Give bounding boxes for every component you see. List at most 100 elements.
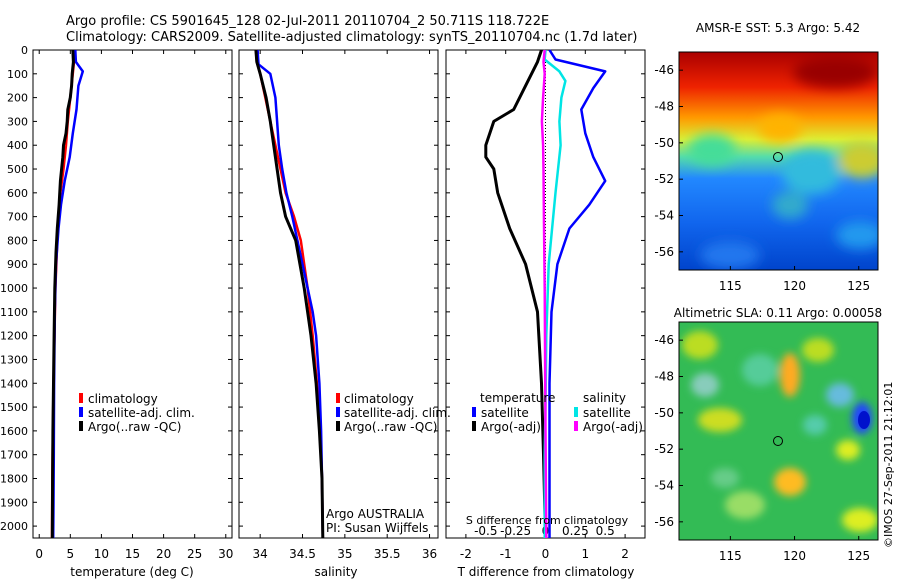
legend-swatch-climatology: [336, 393, 340, 403]
x2-tick-label: 0.25: [562, 524, 589, 538]
depth-tick-label: 1100: [0, 306, 28, 319]
sst-map-title: AMSR-E SST: 5.3 Argo: 5.42: [696, 21, 860, 35]
temperature-axes: [32, 49, 233, 539]
legend-swatch-satellite: [336, 407, 340, 417]
depth-tick-label: 100: [7, 68, 28, 81]
x-tick-label: 120: [783, 549, 806, 563]
depth-tick-label: 1900: [0, 496, 28, 509]
header-line1: Argo profile: CS 5901645_128 02-Jul-2011…: [66, 14, 549, 29]
sst-heatmap: [679, 52, 878, 270]
series-line-argo: [484, 49, 547, 539]
series-line-clim: [254, 49, 325, 539]
difference-xlabel: T difference from climatology: [457, 565, 635, 579]
argo-position-marker: [773, 152, 783, 162]
difference-legend: temperature salinity satellite Argo(-adj…: [472, 391, 643, 434]
imos-credit: ©IMOS 27-Sep-2011 21:12:01: [882, 382, 895, 548]
legend-label: satellite-adj. clim.: [88, 406, 195, 420]
depth-tick-label: 200: [7, 92, 28, 105]
depth-tick-label: 800: [7, 234, 28, 247]
y-tick-label: -50: [654, 136, 674, 150]
temperature-legend: climatology satellite-adj. clim. Argo(..…: [79, 392, 195, 434]
x2-tick-label: -0.25: [500, 524, 531, 538]
y-tick-label: -56: [654, 245, 674, 259]
x-tick-label: 35: [337, 547, 352, 561]
sla-map-frame: [678, 321, 879, 541]
depth-tick-label: 600: [7, 187, 28, 200]
legend-swatch-satellite: [79, 407, 83, 417]
depth-tick-label: 700: [7, 211, 28, 224]
pi-annotation: PI: Susan Wijffels: [326, 521, 428, 535]
sla-map-axes: 115 120 125 -46 -48 -50 -52 -54 -56: [654, 333, 870, 563]
sla-map-title: Altimetric SLA: 0.11 Argo: 0.00058: [674, 306, 882, 320]
argo-program-annotation: Argo AUSTRALIA: [326, 507, 425, 521]
x-tick-label: 1: [581, 547, 589, 561]
legend-swatch-argo: [336, 421, 340, 431]
y-tick-label: -48: [654, 100, 674, 114]
depth-tick-label: 1300: [0, 353, 28, 366]
legend-label: satellite: [583, 406, 631, 420]
x-tick-label: 34: [253, 547, 268, 561]
x-tick-label: 10: [94, 547, 109, 561]
y-tick-label: -54: [654, 209, 674, 223]
sla-heatmap: [679, 322, 878, 540]
legend-label: Argo(-adj): [481, 420, 541, 434]
x-tick-label: 120: [783, 279, 806, 293]
x-tick-label: 125: [847, 279, 870, 293]
x-tick-label: 2: [621, 547, 629, 561]
x-tick-label: 34.5: [289, 547, 316, 561]
depth-tick-label: 500: [7, 163, 28, 176]
y-tick-label: -50: [654, 406, 674, 420]
legend-swatch-s-argo: [574, 421, 578, 431]
legend-swatch-s-satellite: [574, 407, 578, 417]
x-tick-label: 36: [422, 547, 437, 561]
depth-tick-label: 1000: [0, 282, 28, 295]
x-tick-label: 20: [156, 547, 171, 561]
salinity-xlabel: salinity: [314, 565, 357, 579]
x2-tick-label: 0.5: [596, 524, 615, 538]
x2-tick-label: -0.5: [474, 524, 497, 538]
legend-label: satellite: [481, 406, 529, 420]
legend-swatch-t-argo: [472, 421, 476, 431]
legend-header-salinity: salinity: [583, 391, 626, 405]
x-tick-label: -2: [460, 547, 472, 561]
salinity-plot: 34 34.5 35 35.5 36: [253, 49, 437, 561]
depth-tick-label: 1700: [0, 449, 28, 462]
series-line-argo: [254, 49, 325, 539]
legend-header-temperature: temperature: [480, 391, 555, 405]
y-tick-label: -46: [654, 333, 674, 347]
y-tick-label: -54: [654, 479, 674, 493]
difference-xlabel2: S difference from climatology: [466, 514, 629, 527]
depth-tick-label: 1800: [0, 472, 28, 485]
legend-swatch-climatology: [79, 393, 83, 403]
x-tick-label: 115: [719, 549, 742, 563]
temperature-xlabel: temperature (deg C): [70, 565, 193, 579]
sst-map-frame: [678, 51, 879, 271]
x-tick-label: 25: [187, 547, 202, 561]
depth-tick-label: 1500: [0, 401, 28, 414]
legend-label: climatology: [88, 392, 158, 406]
series-line-magenta: [540, 49, 548, 539]
depth-tick-label: 300: [7, 115, 28, 128]
temperature-plot: 0 5 10 15 20 25 30: [35, 49, 233, 561]
depth-tick-label: 1400: [0, 377, 28, 390]
legend-label: Argo(..raw -QC): [88, 420, 181, 434]
depth-tick-label: 900: [7, 258, 28, 271]
x-tick-label: -1: [500, 547, 512, 561]
y-tick-label: -56: [654, 515, 674, 529]
header-line2: Climatology: CARS2009. Satellite-adjuste…: [66, 30, 638, 45]
argo-position-marker: [773, 436, 783, 446]
legend-label: satellite-adj. clim.: [344, 406, 451, 420]
x-tick-label: 5: [66, 547, 74, 561]
x-tick-label: 35.5: [374, 547, 401, 561]
sst-map-axes: 115 120 125 -46 -48 -50 -52 -54 -56: [654, 63, 870, 293]
series-line-sat: [256, 49, 325, 539]
depth-tick-label: 0: [21, 44, 28, 57]
legend-label: Argo(-adj): [583, 420, 643, 434]
depth-tick-label: 1200: [0, 330, 28, 343]
x-tick-label: 30: [218, 547, 233, 561]
legend-label: climatology: [344, 392, 414, 406]
depth-tick-label: 400: [7, 139, 28, 152]
y-tick-label: -52: [654, 442, 674, 456]
x-tick-label: 15: [125, 547, 140, 561]
